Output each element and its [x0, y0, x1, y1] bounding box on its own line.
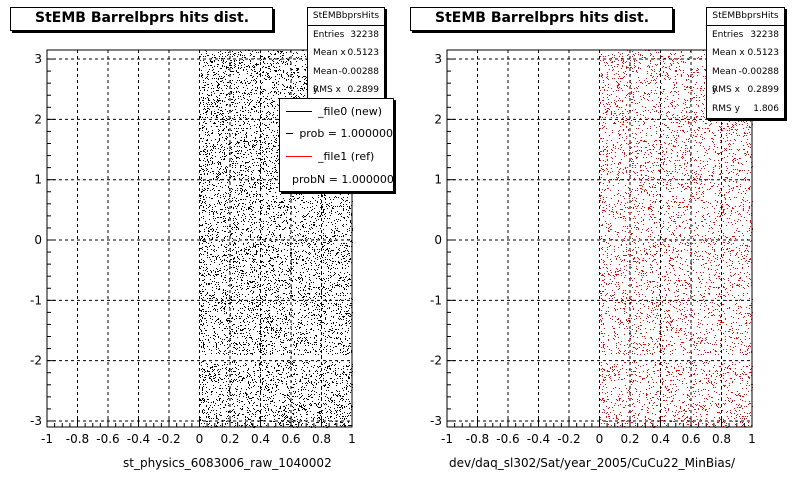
- x-tick-label: -0.2: [157, 432, 180, 446]
- axes: -1 -0.8 -0.6 -0.4 -0.2 0 0.2 0.4 0.6 0.8 1 -3 -2 -1 0 1…: [430, 52, 756, 446]
- stats-row-rms-x: RMS x 0.2899: [313, 85, 379, 96]
- stats-name: StEMBbprsHits: [707, 8, 784, 26]
- stats-row-rms-y: RMS y 1.806: [712, 103, 779, 114]
- y-tick-label: -1: [430, 293, 442, 307]
- scatter-points: [600, 50, 753, 428]
- x-tick-label: 0.6: [681, 432, 700, 446]
- x-tick-label: 0.4: [251, 432, 270, 446]
- x-tick-label: -0.8: [466, 432, 489, 446]
- chart-title: StEMB Barrelbprs hits dist.: [410, 7, 673, 31]
- x-tick-label: -1: [441, 432, 453, 446]
- x-tick-label: 0.6: [281, 432, 300, 446]
- y-tick-label: 3: [34, 52, 42, 66]
- legend-entry: prob = 1.000000: [280, 123, 393, 143]
- legend-swatch: [286, 155, 312, 157]
- y-tick-label: 2: [34, 112, 42, 126]
- stats-row-entries: Entries 32238: [712, 30, 779, 40]
- y-tick-label: 0: [434, 233, 442, 247]
- x-tick-label: -0.2: [557, 432, 580, 446]
- scatter-markers: [600, 50, 753, 428]
- y-tick-label: 2: [434, 112, 442, 126]
- y-tick-label: -2: [430, 354, 442, 368]
- x-tick-label: -0.8: [66, 432, 89, 446]
- x-tick-label: 0.8: [712, 432, 731, 446]
- legend-entry: _file1 (ref): [280, 146, 393, 166]
- axes: -1 -0.8 -0.6 -0.4 -0.2 0 0.2 0.4 0.6 0.8 1 -3 -2 -1 0 1…: [30, 52, 356, 446]
- legend-swatch: [286, 110, 312, 112]
- x-tick-label: 0: [596, 432, 604, 446]
- x-tick-label: 0.2: [220, 432, 239, 446]
- x-axis-title: dev/daq_sl302/Sat/year_2005/CuCu22_MinBi…: [449, 456, 736, 470]
- x-tick-label: 0.2: [620, 432, 639, 446]
- stats-box: StEMBbprsHits Entries 32238 Mean x 0.512…: [706, 7, 785, 119]
- legend-entry: _file0 (new): [280, 101, 393, 121]
- chart-title-text: StEMB Barrelbprs hits dist.: [35, 10, 250, 26]
- x-axis-title: st_physics_6083006_raw_1040002: [123, 456, 332, 470]
- x-tick-label: 0.4: [651, 432, 670, 446]
- y-tick-label: 1: [434, 173, 442, 187]
- stats-box: StEMBbprsHits Entries 32238 Mean x 0.512…: [307, 7, 385, 101]
- x-tick-label: 1: [748, 432, 756, 446]
- x-tick-label: -0.4: [527, 432, 550, 446]
- chart-title-text: StEMB Barrelbprs hits dist.: [435, 10, 650, 26]
- legend-swatch: [286, 132, 294, 134]
- y-tick-label: 0: [34, 233, 42, 247]
- stats-row-mean-y: Mean y -0.00288: [313, 66, 379, 96]
- stats-row-mean-y: Mean y -0.00288: [712, 66, 779, 96]
- x-tick-label: -1: [41, 432, 53, 446]
- y-tick-label: -1: [30, 293, 42, 307]
- x-tick-label: 1: [348, 432, 356, 446]
- chart-title: StEMB Barrelbprs hits dist.: [10, 7, 273, 31]
- plot-1: -1 -0.8 -0.6 -0.4 -0.2 0 0.2 0.4 0.6 0.8 1 -3 -2 -1 0 1…: [430, 49, 756, 446]
- stats-row-entries: Entries 32238: [313, 30, 379, 40]
- legend: _file0 (new) prob = 1.000000 _file1 (ref…: [279, 98, 394, 192]
- legend-entry: probN = 1.000000: [292, 172, 394, 186]
- y-tick-label: -3: [430, 414, 442, 428]
- stats-name: StEMBbprsHits: [308, 8, 384, 26]
- x-tick-label: -0.4: [127, 432, 150, 446]
- x-tick-label: 0: [196, 432, 204, 446]
- y-tick-label: -2: [30, 354, 42, 368]
- x-tick-label: -0.6: [96, 432, 119, 446]
- stats-row-mean-x: Mean x 0.5123: [712, 48, 779, 59]
- y-tick-label: 3: [434, 52, 442, 66]
- x-tick-label: -0.6: [496, 432, 519, 446]
- stats-row-mean-x: Mean x 0.5123: [313, 48, 379, 59]
- y-tick-label: 1: [34, 173, 42, 187]
- x-tick-label: 0.8: [312, 432, 331, 446]
- stats-row-rms-x: RMS x 0.2899: [712, 85, 779, 96]
- y-tick-label: -3: [30, 414, 42, 428]
